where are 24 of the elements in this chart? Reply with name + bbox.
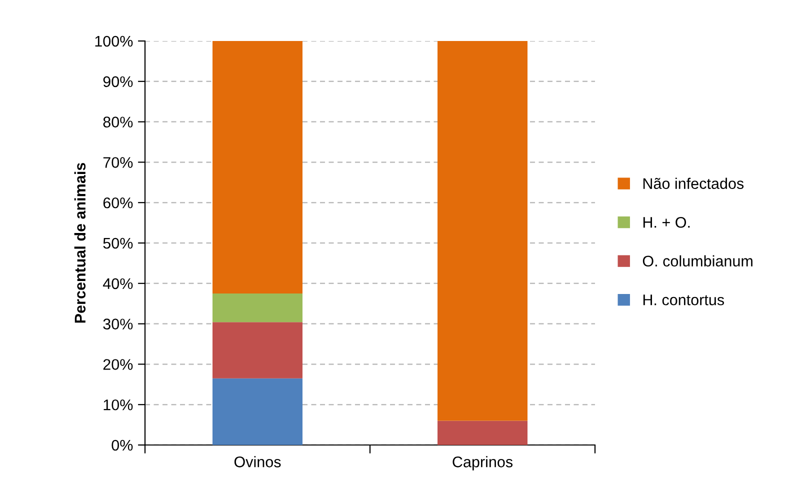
legend-label: H. contortus [643, 294, 724, 306]
y-tick-label: 100% [95, 36, 133, 47]
y-tick-label: 60% [103, 197, 133, 208]
y-axis-title: Percentual de animais [74, 162, 86, 323]
bar [438, 420, 528, 445]
bar [438, 41, 528, 421]
y-tick-label: 80% [103, 116, 133, 128]
y-tick-label: 10% [104, 399, 133, 410]
legend-label: O. columbianum [642, 255, 752, 267]
y-tick-label: 50% [103, 238, 133, 249]
y-tick-label: 90% [103, 76, 133, 88]
y-tick-label: 40% [102, 278, 133, 290]
bar [212, 378, 302, 445]
bar [212, 41, 302, 294]
y-tick-label: 0% [112, 440, 133, 451]
y-tick-label: 30% [103, 318, 133, 330]
legend-label: Não infectados [643, 178, 744, 189]
x-tick-label: Caprinos [452, 456, 513, 470]
y-tick-label: 20% [103, 359, 133, 370]
x-tick-label: Ovinos [234, 456, 281, 468]
legend-label: H. + O. [643, 216, 690, 228]
bar [212, 294, 302, 322]
y-tick-label: 70% [103, 157, 133, 168]
bar [212, 322, 302, 378]
